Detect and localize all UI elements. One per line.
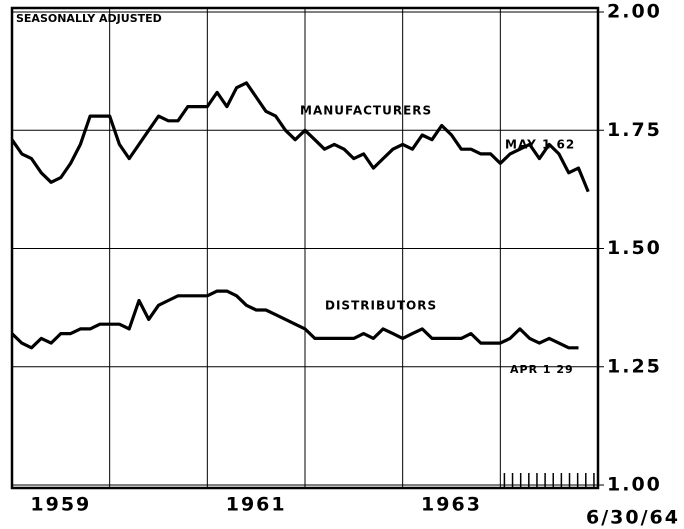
annotation: APR 1 29 <box>510 363 574 376</box>
series-line <box>10 289 579 350</box>
date-label: 6/30/64 <box>586 507 680 529</box>
y-tick-label: 1.75 <box>607 119 662 141</box>
y-tick-label: 1.25 <box>607 355 662 377</box>
y-tick-label: 2.00 <box>607 1 662 23</box>
y-tick-label: 1.50 <box>607 237 662 259</box>
series-line <box>10 81 590 193</box>
x-tick-label: 1963 <box>421 494 482 516</box>
series-label: MANUFACTURERS <box>300 104 432 118</box>
x-tick-label: 1961 <box>226 494 287 516</box>
annotation: MAY 1 62 <box>505 138 575 152</box>
annotation: SEASONALLY ADJUSTED <box>16 12 162 25</box>
series-label: DISTRIBUTORS <box>325 299 437 313</box>
x-tick-label: 1959 <box>30 494 91 516</box>
y-tick-label: 1.00 <box>607 474 662 496</box>
